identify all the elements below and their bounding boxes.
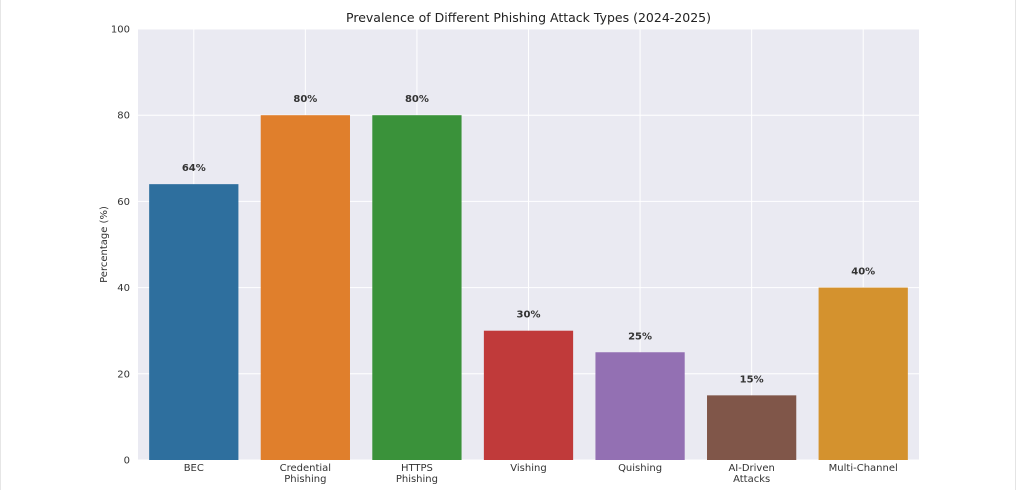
y-tick-label: 40 <box>117 283 130 294</box>
data-label: 25% <box>628 331 652 342</box>
y-tick-label: 60 <box>117 197 130 208</box>
x-tick-label: Quishing <box>618 463 662 474</box>
data-label: 64% <box>182 163 206 174</box>
x-tick-label: Multi-Channel <box>829 463 898 474</box>
data-label: 15% <box>740 374 764 385</box>
y-tick-label: 0 <box>124 456 130 467</box>
x-tick-label: Credential Phishing <box>280 463 331 485</box>
bar <box>483 330 574 460</box>
y-tick-label: 100 <box>111 25 130 36</box>
bar <box>707 395 797 460</box>
bar <box>818 287 908 460</box>
x-tick-label: Vishing <box>510 463 546 474</box>
data-label: 40% <box>851 267 875 278</box>
y-axis-label: Percentage (%) <box>99 206 110 283</box>
bar <box>372 115 462 460</box>
data-labels: 64% 80% 80% 30% 25% 15% 40% <box>182 94 875 385</box>
x-tick-label: BEC <box>184 463 204 474</box>
y-tick-labels: 0 20 40 60 80 100 <box>111 25 130 467</box>
chart-title: Prevalence of Different Phishing Attack … <box>346 10 711 25</box>
bar <box>149 184 239 460</box>
frame-edge <box>1015 0 1016 490</box>
y-tick-label: 80 <box>117 111 130 122</box>
data-label: 80% <box>405 94 429 105</box>
x-tick-label: AI-Driven Attacks <box>728 463 774 485</box>
y-tick-label: 20 <box>117 369 130 380</box>
bars <box>149 115 908 460</box>
x-tick-label: HTTPS Phishing <box>396 463 438 485</box>
bar <box>595 352 685 460</box>
bar <box>260 115 350 460</box>
data-label: 80% <box>293 94 317 105</box>
data-label: 30% <box>517 310 541 321</box>
x-tick-labels: BEC Credential Phishing HTTPS Phishing Vishin… <box>184 463 898 485</box>
